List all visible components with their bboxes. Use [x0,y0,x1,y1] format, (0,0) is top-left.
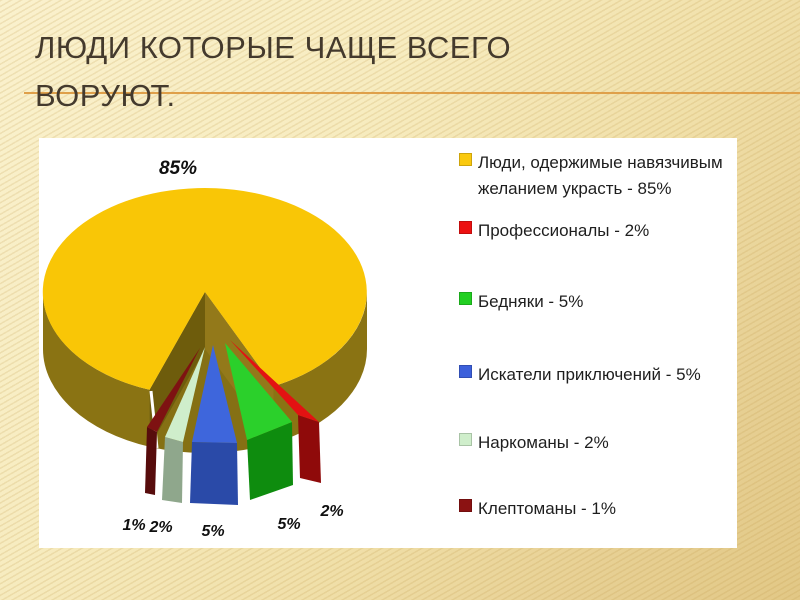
legend-item: Искатели приключений - 5% [459,362,731,388]
legend-swatch [459,499,472,512]
legend-item: Люди, одержимые навязчивым желанием укра… [459,150,731,202]
pie-slice-poor-side [247,422,293,500]
legend-swatch [459,221,472,234]
pie-slice-drug-addicts-side [162,437,183,503]
pie-slice-professionals-side [298,415,321,483]
pie-slice-adventure-seekers-side [190,442,238,505]
legend-label: Клептоманы - 1% [478,499,616,518]
legend-label: Люди, одержимые навязчивым желанием укра… [478,153,723,198]
slide-title-line2: ВОРУЮТ. [35,78,176,113]
legend-item: Бедняки - 5% [459,289,731,315]
legend-item: Наркоманы - 2% [459,430,731,456]
legend-swatch [459,365,472,378]
pie-slice-kleptomaniacs-side [145,427,157,495]
pie-label-poor: 5% [277,516,300,533]
chart-legend: Люди, одержимые навязчивым желанием укра… [459,138,735,548]
pie-label-adventure-seekers: 5% [201,523,224,540]
pie-slice-adventure-seekers-top [192,345,237,443]
legend-label: Искатели приключений - 5% [478,365,701,384]
slide-title-line1: ЛЮДИ КОТОРЫЕ ЧАЩЕ ВСЕГО [35,30,512,65]
pie-slice-drug-addicts-top [165,347,205,442]
chart-panel: 85% 1% 2% 5% 5% 2% Люди, одержимые навяз… [39,138,737,548]
pie-label-professionals: 2% [319,503,343,520]
legend-label: Профессионалы - 2% [478,221,650,240]
pie-label-kleptomaniacs: 1% [122,517,145,534]
pie-slice-main-top [42,188,367,390]
legend-swatch [459,433,472,446]
pie-label-drug-addicts: 2% [148,519,172,536]
title-accent-line [24,92,800,94]
pie-label-main: 85% [159,158,197,179]
pie-slice-poor-top [225,343,292,440]
legend-swatch [459,292,472,305]
legend-label: Бедняки - 5% [478,292,584,311]
pie-slice-professionals-top [230,340,319,422]
pie-slice-main-side-left [42,292,150,447]
pie-chart: 85% 1% 2% 5% 5% 2% [42,158,367,540]
legend-label: Наркоманы - 2% [478,433,609,452]
legend-swatch [459,153,472,166]
slide-title: ЛЮДИ КОТОРЫЕ ЧАЩЕ ВСЕГО ВОРУЮТ. [35,24,655,120]
legend-item: Профессионалы - 2% [459,218,731,244]
legend-item: Клептоманы - 1% [459,496,731,522]
pie-slice-kleptomaniacs-top [147,348,200,432]
